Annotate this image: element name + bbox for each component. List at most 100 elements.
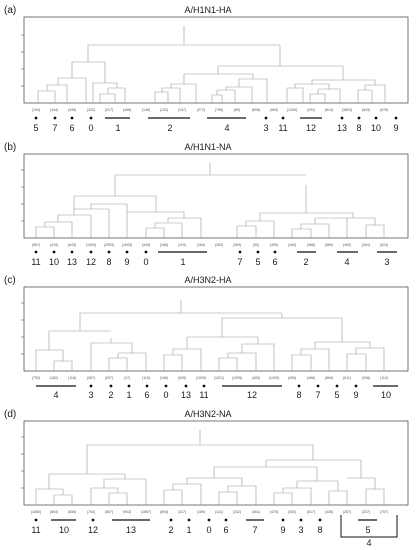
cluster-dot (169, 518, 173, 522)
panel-b-title: A/H1N1-NA (184, 142, 231, 152)
cluster-label: 13 (337, 123, 347, 133)
cluster-dot (316, 384, 320, 388)
cluster-dot (340, 116, 344, 120)
cluster-dot (297, 384, 301, 388)
cluster-dot (299, 518, 303, 522)
leaf-label: (536) (362, 376, 370, 380)
panel-a: (a) A/H1N1-HA (154) (444) (348) (322) (2… (4, 5, 409, 133)
panel-b-cluster-markers (34, 250, 397, 254)
leaf-label: (611) (343, 376, 351, 380)
leaf-label: (257) (105, 376, 113, 380)
leaf-label: (369) (233, 243, 241, 247)
cluster-dot (335, 384, 339, 388)
cluster-dot (70, 250, 74, 254)
leaf-label: (117) (178, 510, 186, 514)
leaf-label: (459) (270, 243, 278, 247)
leaf-label: (272) (197, 108, 205, 112)
leaf-label: (189) (197, 510, 205, 514)
leaf-label: (1509) (86, 243, 96, 247)
leaf-label: (1021) (214, 376, 224, 380)
leaf-label: (217) (105, 108, 113, 112)
leaf-label: (736) (215, 108, 223, 112)
cluster-label: 6 (223, 525, 228, 535)
cluster-dot (34, 116, 38, 120)
cluster-label: 7 (252, 525, 257, 535)
leaf-label: (903) (123, 510, 131, 514)
leaf-label: (287) (343, 510, 351, 514)
leaf-label: (237) (362, 510, 370, 514)
leaf-label: (361) (252, 510, 260, 514)
cluster-label: 0 (88, 123, 93, 133)
leaf-label: (608) (252, 108, 260, 112)
cluster-label: 9 (353, 390, 358, 400)
cluster-dot (281, 518, 285, 522)
cluster-dot (34, 518, 38, 522)
panel-a-title: A/H1N1-HA (184, 5, 231, 15)
leaf-label: (836) (68, 510, 76, 514)
cluster-dot (273, 250, 277, 254)
cluster-label: 3 (88, 390, 93, 400)
leaf-label: (466) (307, 376, 315, 380)
cluster-dot (107, 250, 111, 254)
cluster-label: 13 (126, 525, 136, 535)
leaf-label: (2093) (104, 243, 114, 247)
leaf-label: (907) (32, 243, 40, 247)
leaf-label: (368) (307, 243, 315, 247)
cluster-label: 1 (115, 123, 120, 133)
cluster-dot (89, 384, 93, 388)
cluster-label: 11 (278, 123, 287, 133)
leaf-label: (436) (325, 510, 333, 514)
panel-b-dendrogram (35, 163, 385, 238)
panel-b-axis-ticks (21, 169, 24, 222)
panel-d-cluster-labels: 11 10 12 13 2 1 0 6 7 9 3 8 5 4 (31, 525, 371, 548)
cluster-label: 7 (52, 123, 57, 133)
panel-a-cluster-markers (34, 116, 398, 120)
cluster-label: 4 (224, 123, 229, 133)
panel-b: (b) A/H1N1-NA (907) (419) (643) (1509) (… (4, 142, 409, 267)
panel-c: (c) A/H3N2-HA (792) (182) (116) (367) (2… (4, 275, 409, 400)
panel-c-frame (23, 286, 409, 372)
cluster-dot (89, 250, 93, 254)
leaf-label: (468) (123, 108, 131, 112)
leaf-label: (90) (253, 243, 259, 247)
leaf-label: (1697) (141, 510, 151, 514)
cluster-label: 2 (168, 525, 173, 535)
cluster-dot (357, 116, 361, 120)
leaf-label: (184) (197, 243, 205, 247)
leaf-label: (543) (362, 108, 370, 112)
cluster-label: 1 (126, 390, 131, 400)
cluster-dot (318, 518, 322, 522)
leaf-label: (405) (252, 376, 260, 380)
leaf-label: (539) (178, 376, 186, 380)
cluster-label: 3 (298, 525, 303, 535)
panel-a-dendrogram (37, 26, 386, 103)
cluster-dot (264, 116, 268, 120)
leaf-label: (1860) (31, 510, 41, 514)
cluster-label: 5 (365, 525, 370, 535)
panel-b-letter: (b) (4, 142, 16, 153)
leaf-label: (116) (68, 376, 76, 380)
cluster-label: 6 (69, 123, 74, 133)
cluster-label: 12 (86, 257, 96, 267)
panel-a-letter: (a) (4, 5, 16, 16)
panel-c-title: A/H3N2-HA (184, 275, 231, 285)
leaf-label: (348) (68, 108, 76, 112)
cluster-label: 6 (144, 390, 149, 400)
cluster-label: 8 (296, 390, 301, 400)
cluster-label: 10 (381, 390, 391, 400)
leaf-label: (345) (142, 243, 150, 247)
cluster-dot (52, 250, 56, 254)
cluster-dot (238, 250, 242, 254)
cluster-bracket (340, 515, 398, 538)
cluster-label: 9 (124, 257, 129, 267)
leaf-label: (367) (87, 376, 95, 380)
panel-b-frame (23, 153, 409, 239)
panel-a-axis-ticks (21, 34, 24, 87)
cluster-dot (34, 250, 38, 254)
panel-c-cluster-markers (36, 384, 398, 388)
panel-c-axis-ticks (21, 302, 24, 355)
leaf-label: (147) (178, 108, 186, 112)
cluster-label: 0 (143, 257, 148, 267)
cluster-label: 5 (255, 257, 260, 267)
leaf-label: (263) (215, 243, 223, 247)
